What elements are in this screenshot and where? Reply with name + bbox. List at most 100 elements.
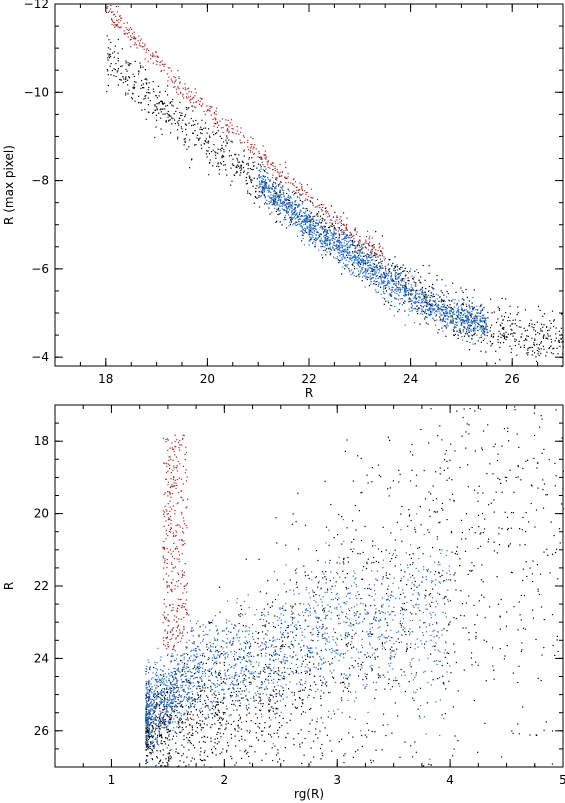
data-point (384, 648, 386, 651)
data-point (207, 150, 209, 152)
data-point (175, 701, 177, 703)
data-point (134, 38, 136, 40)
data-point (306, 225, 308, 227)
data-point (540, 330, 542, 332)
data-point (159, 734, 161, 736)
data-point (258, 696, 260, 698)
data-point (443, 682, 445, 685)
data-point (476, 319, 478, 321)
data-point (397, 638, 399, 640)
data-point (462, 321, 464, 323)
data-point (145, 763, 147, 765)
data-point (205, 127, 207, 129)
data-point (401, 505, 403, 508)
data-point (468, 331, 470, 334)
data-point (376, 264, 378, 266)
data-point (377, 256, 379, 258)
data-point (327, 247, 329, 249)
data-point (396, 269, 398, 271)
data-point (198, 635, 200, 637)
data-point (520, 479, 522, 481)
data-point (392, 290, 394, 293)
data-point (538, 354, 540, 357)
data-point (358, 273, 360, 275)
data-point (120, 79, 122, 81)
data-point (520, 619, 522, 621)
data-point (368, 243, 370, 245)
data-point (505, 480, 507, 482)
data-point (471, 310, 473, 313)
data-point (274, 167, 276, 169)
data-point (215, 119, 217, 121)
data-point (482, 332, 484, 335)
data-point (297, 206, 299, 208)
data-point (404, 267, 406, 269)
data-point (197, 694, 199, 696)
data-point (475, 637, 477, 640)
data-point (403, 280, 405, 282)
data-point (240, 165, 242, 167)
data-point (370, 588, 372, 590)
data-point (300, 713, 303, 715)
data-point (309, 232, 311, 234)
data-point (221, 147, 223, 149)
data-point (176, 107, 178, 109)
data-point (400, 279, 402, 281)
data-point (443, 316, 445, 318)
data-point (421, 287, 423, 289)
data-point (250, 144, 252, 146)
data-point (430, 313, 432, 315)
data-point (171, 123, 173, 125)
data-point (161, 108, 163, 110)
data-point (262, 705, 264, 707)
data-point (272, 689, 274, 691)
data-point (349, 244, 351, 246)
data-point (352, 480, 354, 482)
data-point (247, 699, 249, 702)
data-point (281, 224, 283, 226)
data-point (360, 262, 362, 264)
data-point (358, 249, 360, 251)
data-point (273, 204, 275, 206)
data-point (388, 288, 391, 290)
data-point (319, 233, 322, 235)
data-point (287, 173, 289, 175)
data-point (306, 221, 309, 223)
data-point (145, 732, 147, 734)
data-point (178, 76, 180, 78)
data-point (395, 276, 397, 278)
data-point (363, 566, 365, 568)
data-point (458, 314, 460, 316)
data-point (275, 193, 277, 195)
data-point (448, 311, 451, 313)
data-point (260, 176, 262, 178)
data-point (329, 248, 331, 250)
data-point (167, 116, 169, 118)
data-point (387, 280, 389, 282)
data-point (205, 695, 208, 697)
data-point (217, 698, 219, 700)
data-point (212, 131, 214, 133)
data-point (262, 730, 264, 732)
data-point (247, 171, 249, 174)
data-point (420, 428, 422, 431)
data-point (307, 232, 309, 234)
data-point (182, 93, 184, 95)
data-point (342, 233, 345, 235)
data-point (146, 83, 148, 85)
data-point (486, 641, 488, 643)
data-point (365, 277, 367, 279)
data-point (411, 756, 414, 758)
data-point (275, 201, 277, 203)
data-point (277, 673, 279, 675)
data-point (334, 222, 337, 224)
data-point (415, 751, 417, 753)
data-point (444, 603, 446, 605)
data-point (409, 270, 411, 272)
data-point (324, 234, 326, 237)
data-point (163, 65, 165, 68)
data-point (429, 296, 431, 299)
data-point (405, 650, 407, 652)
x-tick-label: 22 (301, 372, 316, 386)
data-point (267, 166, 269, 168)
